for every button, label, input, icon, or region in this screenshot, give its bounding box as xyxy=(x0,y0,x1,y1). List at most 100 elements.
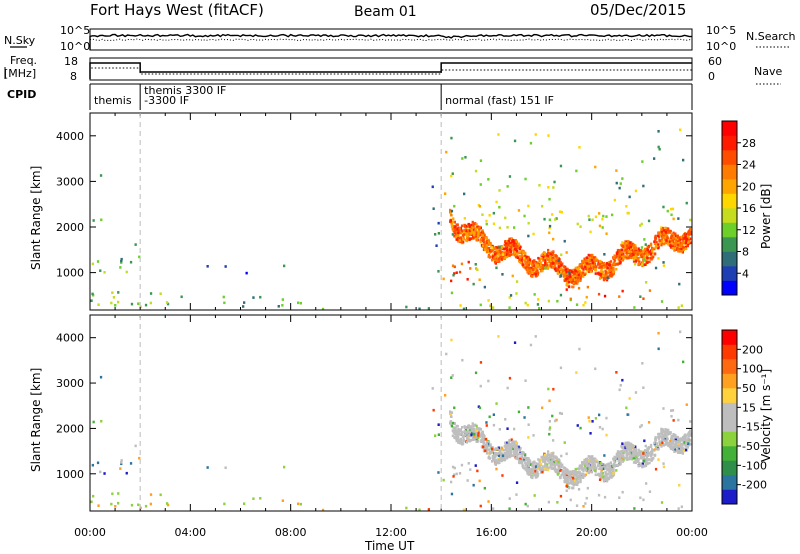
velocity-cell xyxy=(450,424,453,428)
power-cell xyxy=(676,243,679,247)
power-cell xyxy=(463,192,466,196)
power-cell xyxy=(624,245,627,248)
power-cell xyxy=(489,255,492,259)
velocity-cell xyxy=(508,455,511,459)
velocity-cell xyxy=(498,428,501,431)
velocity-cell xyxy=(629,451,633,455)
power-cell xyxy=(512,251,516,254)
power-cell xyxy=(522,251,525,254)
power-cell xyxy=(550,252,553,255)
power-cell xyxy=(577,273,580,277)
velocity-cell xyxy=(477,428,480,431)
velocity-cell xyxy=(644,444,647,448)
power-cell xyxy=(677,248,681,251)
power-cell xyxy=(449,219,452,222)
velocity-cell xyxy=(557,466,560,470)
velocity-cell xyxy=(589,460,592,463)
velocity-cell xyxy=(619,384,622,387)
power-cell xyxy=(618,295,621,298)
velocity-cell xyxy=(560,473,563,477)
power-cell xyxy=(575,274,578,277)
date-label: 05/Dec/2015 xyxy=(590,1,686,19)
power-cell xyxy=(455,233,458,237)
velocity-cell xyxy=(638,461,641,465)
power-cell xyxy=(461,230,464,234)
velocity-cell xyxy=(516,453,519,457)
power-cell xyxy=(565,283,568,287)
velocity-cell xyxy=(523,459,526,462)
power-cell xyxy=(531,275,534,278)
velocity-cell xyxy=(670,436,673,440)
velocity-cell xyxy=(110,502,113,506)
velocity-cell xyxy=(527,457,530,460)
velocity-cell xyxy=(456,435,459,439)
velocity-cell xyxy=(624,441,627,445)
power-cell xyxy=(524,262,528,265)
velocity-cell xyxy=(520,460,523,463)
power-cell xyxy=(595,257,598,261)
nsearch-trace xyxy=(89,38,693,42)
power-cell xyxy=(453,226,456,230)
power-cell xyxy=(535,267,538,270)
power-cell xyxy=(103,271,106,274)
power-cell xyxy=(516,249,519,253)
velocity-cell xyxy=(578,468,581,471)
power-cell xyxy=(528,258,532,261)
power-cell xyxy=(632,243,635,247)
velocity-cell xyxy=(467,438,470,442)
velocity-cell xyxy=(652,456,655,460)
velocity-cell xyxy=(526,470,530,473)
power-cell xyxy=(513,244,516,247)
velocity-cell xyxy=(515,481,519,484)
power-cell xyxy=(687,241,690,244)
velocity-cell xyxy=(580,464,583,467)
velocity-cell xyxy=(487,379,490,383)
power-colorbar-label: Power [dB] xyxy=(759,184,773,249)
power-cell xyxy=(577,270,580,273)
velocity-cell xyxy=(644,449,647,453)
velocity-cell xyxy=(607,468,611,472)
power-cell xyxy=(609,271,612,274)
power-cell xyxy=(536,273,539,277)
velocity-cell xyxy=(604,473,608,476)
power-cell xyxy=(608,263,612,267)
power-cell xyxy=(666,227,669,230)
velocity-cell xyxy=(630,445,633,448)
power-cell xyxy=(647,219,651,223)
velocity-cell xyxy=(513,448,517,452)
power-cell xyxy=(450,213,453,217)
velocity-cell xyxy=(621,442,624,445)
velocity-cell xyxy=(568,477,571,480)
power-cell xyxy=(590,257,594,260)
velocity-cell xyxy=(442,478,445,482)
power-cell xyxy=(509,243,512,247)
power-cell xyxy=(487,178,490,181)
power-cell xyxy=(653,157,656,160)
velocity-cell xyxy=(524,461,527,464)
velocity-cell xyxy=(625,443,628,446)
velocity-cell xyxy=(518,456,521,459)
power-cell xyxy=(599,260,602,264)
nsky-trace xyxy=(89,33,693,50)
power-cell xyxy=(552,262,555,265)
colorbar-swatch xyxy=(722,460,737,476)
power-cell xyxy=(622,248,626,251)
velocity-cell xyxy=(598,474,601,477)
cpid-segment-label: themis 3300 IF xyxy=(144,84,226,97)
power-cell xyxy=(596,259,599,262)
velocity-cell xyxy=(614,457,617,461)
power-cell xyxy=(598,224,602,228)
power-cell xyxy=(528,271,531,274)
velocity-cell xyxy=(624,450,627,453)
velocity-cell xyxy=(665,443,668,446)
power-cell xyxy=(91,262,94,266)
velocity-cell xyxy=(590,460,594,463)
velocity-cell xyxy=(321,508,325,512)
velocity-cell xyxy=(299,502,302,506)
power-cell xyxy=(664,230,668,234)
velocity-cell xyxy=(612,472,615,475)
power-cell xyxy=(573,272,577,276)
velocity-cell xyxy=(537,458,540,461)
velocity-cell xyxy=(569,498,572,502)
power-cell xyxy=(625,205,628,208)
